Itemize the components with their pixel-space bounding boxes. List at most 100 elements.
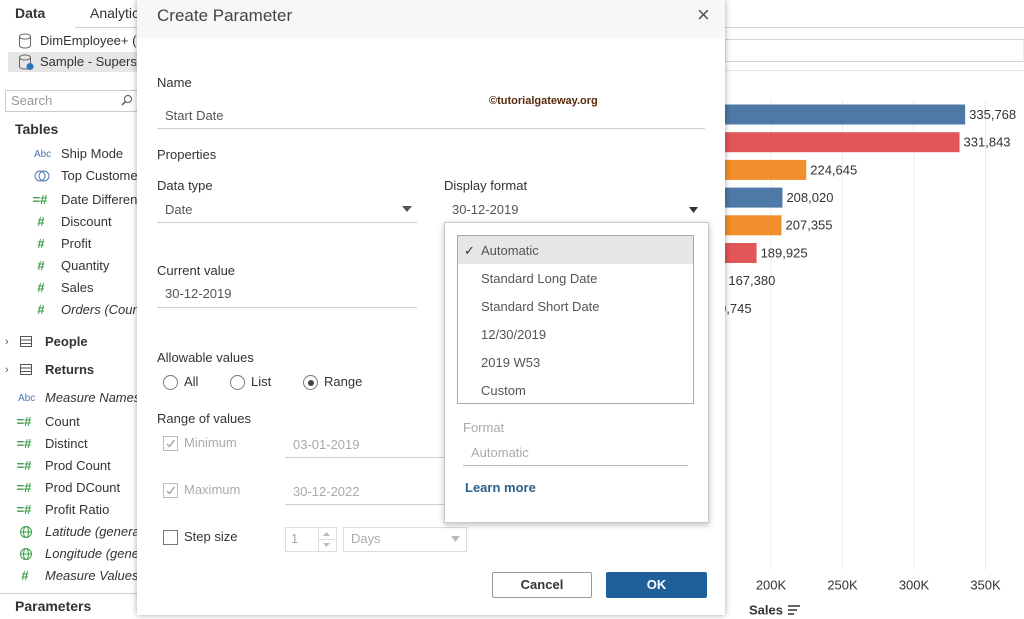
field-icon: =# (16, 502, 32, 517)
field-icon: =# (16, 436, 32, 451)
set-icon (34, 170, 50, 182)
ok-button[interactable]: OK (606, 572, 707, 598)
field[interactable]: Profit Ratio (45, 502, 110, 517)
shelf (724, 39, 1024, 62)
field-icon: Abc (34, 149, 52, 160)
field[interactable]: Longitude (gene (45, 546, 137, 561)
format-dropdown: ✓ Automatic Standard Long Date Standard … (444, 222, 709, 523)
field-icon: # (37, 214, 45, 229)
table-icon (20, 336, 32, 347)
field[interactable]: Measure Values (45, 568, 137, 583)
minimum-input[interactable]: 03-01-2019 (293, 437, 360, 452)
field-icon: =# (16, 414, 32, 429)
field-icon: # (37, 258, 45, 273)
radio-label[interactable]: Range (324, 374, 363, 389)
cancel-button[interactable]: Cancel (492, 572, 592, 598)
field[interactable]: Profit (61, 236, 92, 251)
field-icon: =# (16, 480, 32, 495)
data-type-select[interactable]: Date (165, 202, 193, 217)
input-underline (157, 307, 417, 308)
checkbox-checked[interactable] (163, 483, 178, 498)
radio-label[interactable]: All (184, 374, 199, 389)
checkbox-label[interactable]: Maximum (184, 482, 241, 497)
x-tick-label: 200K (756, 577, 787, 592)
format-list (457, 235, 694, 404)
maximum-input[interactable]: 30-12-2022 (293, 484, 360, 499)
title-bar (137, 0, 725, 38)
radio-button[interactable] (230, 375, 245, 390)
field-icon: =# (16, 458, 32, 473)
field[interactable]: Sales (61, 280, 94, 295)
format-option[interactable]: Automatic (481, 243, 539, 258)
field[interactable]: Count (45, 414, 80, 429)
input-underline (285, 504, 445, 505)
data-label: 189,925 (761, 245, 808, 260)
field[interactable]: Distinct (45, 436, 88, 451)
dialog: Create Parameter × Name ©tutorialgateway… (137, 0, 725, 615)
format-option[interactable]: 12/30/2019 (481, 327, 547, 342)
datasource[interactable]: Sample - Superst (40, 54, 137, 69)
input-underline (157, 128, 705, 129)
checkbox[interactable] (163, 530, 178, 545)
field[interactable]: Date Differen (61, 192, 137, 207)
field[interactable]: Prod Count (45, 458, 111, 473)
dropdown-arrow (402, 206, 412, 212)
field[interactable]: Discount (61, 214, 112, 229)
step-spinner[interactable] (285, 527, 337, 552)
sort-icon[interactable] (788, 605, 800, 615)
current-value-input[interactable]: 30-12-2019 (165, 286, 232, 301)
format-option-selected (458, 236, 693, 264)
radio-button-selected[interactable] (303, 375, 318, 390)
datasource[interactable]: DimEmployee+ ( (40, 33, 137, 48)
field-label: Allowable values (157, 350, 254, 365)
section-heading: Properties (157, 147, 217, 162)
format-option[interactable]: Standard Long Date (481, 271, 598, 286)
field[interactable]: Prod DCount (45, 480, 121, 495)
search-placeholder: Search (11, 93, 53, 108)
step-unit[interactable]: Days (351, 531, 381, 546)
section-heading: Tables (15, 121, 59, 137)
field-label: Data type (157, 178, 213, 193)
expand-arrow[interactable]: › (5, 336, 9, 348)
section-heading: Parameters (15, 598, 92, 614)
field[interactable]: Orders (Coun (61, 302, 137, 317)
geo-icon (20, 526, 32, 538)
name-input[interactable]: Start Date (165, 108, 224, 123)
field-label: Display format (444, 178, 528, 193)
learn-more-link[interactable]: Learn more (465, 480, 536, 495)
selected-row (8, 52, 137, 72)
field[interactable]: Measure Names (45, 390, 137, 405)
radio-button[interactable] (163, 375, 178, 390)
expand-arrow[interactable]: › (5, 364, 9, 376)
display-format-select[interactable]: 30-12-2019 (452, 202, 519, 217)
close-button[interactable]: × (697, 2, 710, 27)
field[interactable]: Top Custome (61, 168, 137, 183)
input-underline (463, 465, 688, 466)
spinner-arrows[interactable] (318, 528, 335, 551)
x-tick-label: 350K (970, 577, 1001, 592)
x-tick-label: 300K (899, 577, 930, 592)
tab[interactable]: Data (15, 5, 46, 21)
check-mark (166, 439, 176, 448)
radio-label[interactable]: List (251, 374, 272, 389)
format-option[interactable]: Standard Short Date (481, 299, 600, 314)
tab[interactable]: Analytic (90, 5, 137, 21)
checkbox-checked[interactable] (163, 436, 178, 451)
datasource-icon (19, 33, 31, 49)
data-label: 167,380 (728, 273, 775, 288)
field[interactable]: Ship Mode (61, 146, 124, 161)
field[interactable]: Quantity (61, 258, 110, 273)
format-option[interactable]: Custom (481, 383, 526, 398)
field[interactable]: Latitude (genera (45, 524, 137, 539)
step-unit-select[interactable] (343, 527, 467, 552)
step-value[interactable]: 1 (291, 531, 299, 546)
format-input[interactable]: Automatic (471, 445, 529, 460)
search-box[interactable] (5, 90, 137, 112)
folder[interactable]: People (45, 334, 88, 349)
format-option[interactable]: 2019 W53 (481, 355, 541, 370)
checkbox-label[interactable]: Minimum (184, 435, 237, 450)
x-axis-label: Sales (749, 602, 783, 617)
folder[interactable]: Returns (45, 362, 95, 377)
checkbox-label[interactable]: Step size (184, 529, 238, 544)
